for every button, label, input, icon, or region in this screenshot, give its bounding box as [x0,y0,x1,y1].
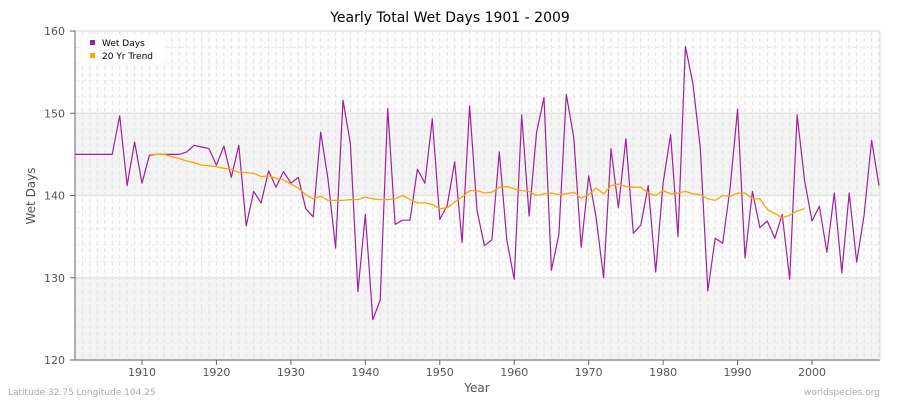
y-tick-label: 150 [44,107,65,120]
legend-swatch-trend [90,53,95,58]
footer-source: worldspecies.org [804,388,880,398]
x-tick-label: 1960 [500,366,528,379]
y-tick-label: 120 [44,354,65,367]
chart-title: Yearly Total Wet Days 1901 - 2009 [329,10,570,26]
x-tick-label: 1930 [277,366,305,379]
x-tick-label: 1980 [649,366,677,379]
x-tick-label: 2000 [798,366,826,379]
x-tick-label: 1920 [202,366,230,379]
x-tick-label: 1940 [351,366,379,379]
x-tick-label: 1950 [426,366,454,379]
y-tick-label: 130 [44,272,65,285]
x-tick-label: 1910 [128,366,156,379]
legend-swatch-wet-days [90,40,95,45]
legend-label-trend: 20 Yr Trend [102,52,153,62]
x-tick-label: 1970 [575,366,603,379]
x-axis-label: Year [463,381,489,395]
legend-label-wet-days: Wet Days [102,39,145,49]
footer-location: Latitude 32.75 Longitude 104.25 [8,388,156,398]
y-tick-label: 140 [44,190,65,203]
x-tick-label: 1990 [724,366,752,379]
y-tick-label: 160 [44,25,65,38]
grid-band [75,31,880,113]
legend: Wet Days 20 Yr Trend [81,34,165,64]
y-axis-label: Wet Days [24,167,38,224]
